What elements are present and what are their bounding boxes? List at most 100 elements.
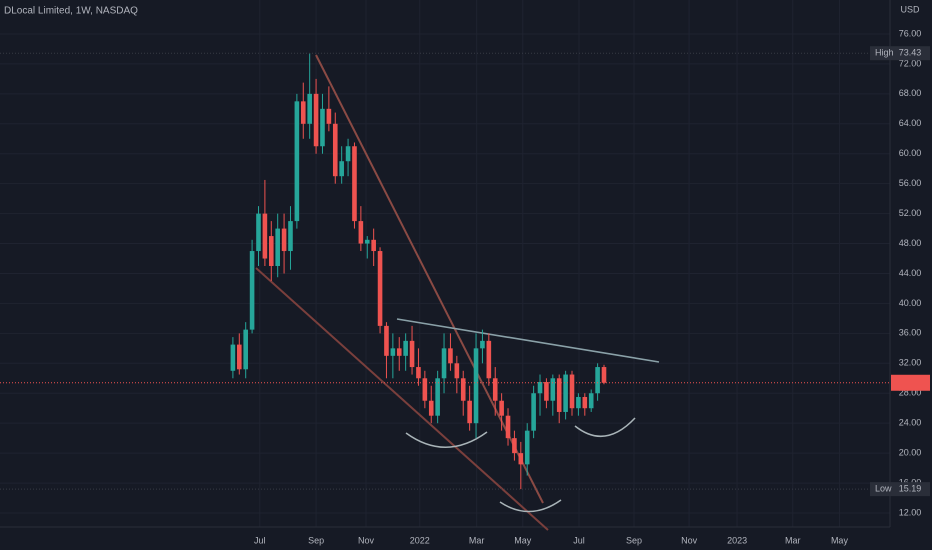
y-tick-label: 60.00 (899, 148, 922, 158)
candle-body (236, 344, 242, 370)
candle-body (499, 400, 504, 416)
candle-body (588, 393, 594, 409)
drawings (255, 54, 660, 531)
candle-body (416, 367, 421, 379)
candle-body (352, 146, 357, 222)
candle-body (480, 340, 485, 349)
x-tick-label: Nov (681, 535, 698, 545)
trend-line (255, 267, 549, 531)
neckline (396, 318, 660, 363)
candle-body (486, 340, 492, 379)
shoulder-arc (574, 417, 636, 438)
y-tick-label: 72.00 (899, 58, 922, 68)
last-price-tag (891, 374, 930, 391)
candle-body (332, 123, 338, 177)
candle-body (576, 396, 581, 409)
x-tick-label: Mar (469, 535, 485, 545)
candles (230, 53, 607, 490)
chart-title: DLocal Limited, 1W, NASDAQ (4, 6, 138, 17)
candle-body (544, 382, 549, 401)
x-tick-label: Sep (626, 535, 642, 545)
candle-body (281, 228, 287, 252)
y-tick-label: 12.00 (899, 507, 922, 517)
candle-body (601, 367, 607, 383)
y-tick-label: 48.00 (899, 238, 922, 248)
candle-body (524, 430, 530, 465)
head-arc (499, 499, 562, 513)
grid (0, 0, 890, 527)
price-tag-bg (870, 482, 930, 497)
candle-body (300, 101, 306, 124)
y-axis-unit: USD (900, 4, 920, 14)
candle-body (448, 348, 453, 364)
candle-body (345, 146, 351, 162)
x-tick-label: Sep (308, 535, 324, 545)
candle-body (288, 221, 293, 252)
shoulder-arc (405, 431, 488, 448)
candle-body (537, 382, 543, 394)
candle-body (435, 378, 440, 416)
candle-body (403, 340, 408, 356)
candle-body (377, 251, 383, 326)
y-tick-label: 28.00 (899, 388, 922, 398)
candle-body (512, 438, 517, 454)
x-tick-label: 2023 (727, 535, 747, 545)
x-tick-label: Jul (573, 535, 585, 545)
y-tick-label: 44.00 (899, 268, 922, 278)
x-tick-label: 2022 (410, 535, 430, 545)
candle-body (563, 374, 568, 412)
y-tick-label: 68.00 (899, 88, 922, 98)
x-tick-label: Nov (358, 535, 375, 545)
price-tag-name: Low (875, 484, 892, 494)
price-tag-value: 73.43 (899, 48, 922, 58)
candle-body (409, 340, 415, 368)
candle-body (390, 348, 396, 356)
y-tick-label: 52.00 (899, 208, 922, 218)
candle-body (595, 367, 600, 394)
candle-body (275, 228, 280, 267)
candle-body (422, 378, 428, 401)
y-tick-label: 36.00 (899, 328, 922, 338)
candle-body (313, 93, 319, 147)
x-tick-label: May (831, 535, 849, 545)
y-tick-label: 64.00 (899, 118, 922, 128)
trend-line (315, 54, 544, 504)
candle-body (307, 93, 312, 124)
candle-body (320, 108, 325, 147)
candle-body (518, 453, 524, 465)
price-tag-name: High (875, 48, 894, 58)
y-tick-label: 24.00 (899, 418, 922, 428)
candle-body (384, 325, 389, 356)
candle-body (339, 161, 344, 177)
price-tag-value: 15.19 (899, 484, 922, 494)
candle-body (505, 415, 511, 439)
candle-body (364, 239, 370, 244)
candle-body (428, 400, 434, 416)
candle-body (569, 374, 575, 409)
y-tick-label: 76.00 (899, 28, 922, 38)
candle-body (268, 236, 274, 267)
price-tag-bg (870, 46, 930, 61)
candle-body (460, 378, 466, 401)
candle-body (582, 396, 588, 409)
candle-body (243, 329, 248, 370)
y-tick-label: 56.00 (899, 178, 922, 188)
x-tick-label: Jul (254, 535, 266, 545)
candle-body (326, 108, 332, 124)
candle-body (467, 400, 472, 424)
candle-body (396, 348, 402, 356)
candle-body (550, 378, 556, 401)
y-tick-label: 40.00 (899, 298, 922, 308)
candle-body (358, 221, 364, 244)
x-tick-label: Mar (785, 535, 801, 545)
candle-body (492, 378, 498, 401)
candle-body (256, 213, 261, 252)
candle-body (531, 393, 536, 431)
candle-body (230, 344, 236, 371)
candle-body (371, 239, 376, 252)
candle-body (262, 213, 268, 259)
candle-body (294, 101, 300, 222)
